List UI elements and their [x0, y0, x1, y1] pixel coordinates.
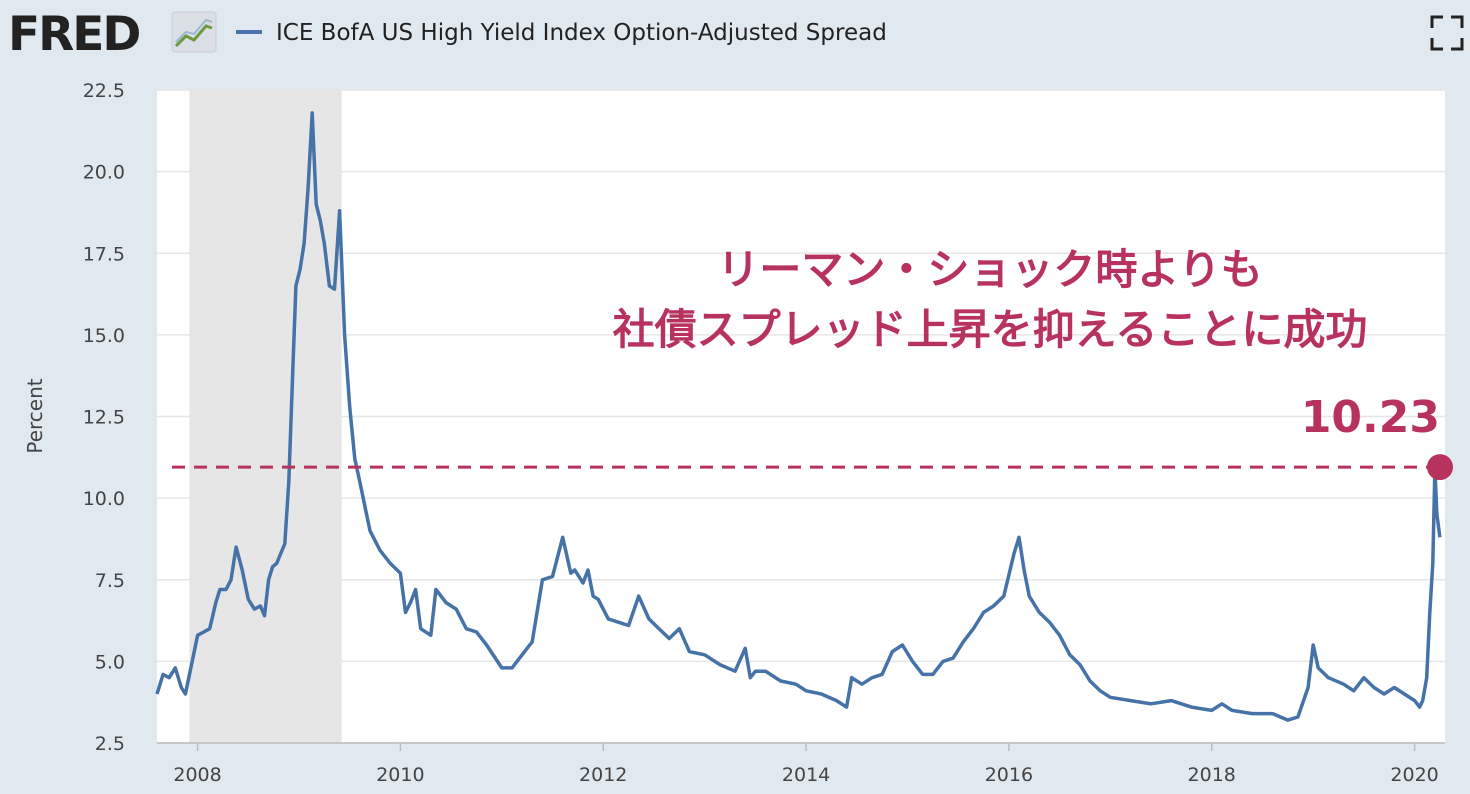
x-tick-label: 2014: [782, 764, 830, 786]
value-annotation: 10.23: [1301, 392, 1440, 443]
x-tick-label: 2010: [376, 764, 424, 786]
gridlines: [157, 89, 1445, 744]
y-tick-label: 15.0: [83, 325, 125, 347]
fullscreen-icon[interactable]: [1430, 15, 1464, 51]
y-tick-label: 20.0: [83, 162, 125, 184]
header: FRED ICE BofA US High Yield Index Option…: [8, 7, 1464, 62]
legend-label: ICE BofA US High Yield Index Option-Adju…: [276, 20, 887, 46]
y-tick-label: 10.0: [83, 488, 125, 510]
y-tick-label: 17.5: [83, 243, 125, 265]
y-tick-label: 2.5: [95, 733, 125, 755]
annotation-line-2: 社債スプレッド上昇を抑えることに成功: [613, 305, 1368, 354]
x-tick-label: 2020: [1390, 764, 1438, 786]
x-axis: 2008 2010 2012 2014 2016 2018 2020: [157, 742, 1445, 786]
x-tick-label: 2016: [985, 764, 1033, 786]
y-axis-title: Percent: [23, 378, 47, 453]
y-axis: 2.5 5.0 7.5 10.0 12.5 15.0 17.5 20.0 22.5: [83, 80, 125, 755]
y-tick-label: 5.0: [95, 651, 125, 673]
x-tick-label: 2008: [173, 764, 221, 786]
fred-chart-icon: [171, 11, 217, 53]
annotation-line-1: リーマン・ショック時よりも: [717, 245, 1262, 294]
reference-point: [1427, 454, 1453, 481]
series-line: [155, 111, 1442, 722]
x-tick-label: 2018: [1188, 764, 1236, 786]
x-tick-label: 2012: [579, 764, 627, 786]
y-tick-label: 12.5: [83, 407, 125, 429]
y-tick-label: 7.5: [95, 570, 125, 592]
fred-logo[interactable]: FRED: [8, 7, 141, 62]
y-tick-label: 22.5: [83, 80, 125, 102]
